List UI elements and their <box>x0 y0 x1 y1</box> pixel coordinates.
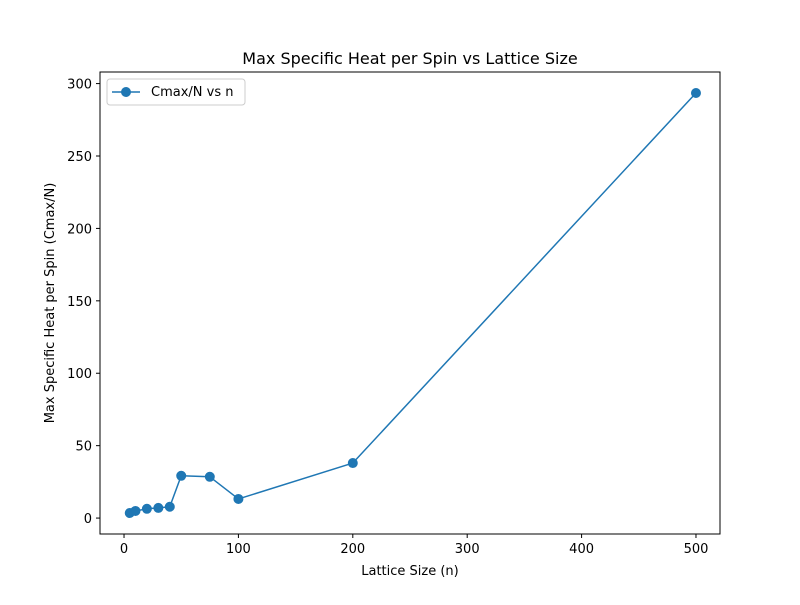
x-tick-label: 0 <box>120 542 128 557</box>
data-point <box>347 458 358 469</box>
y-tick-label: 50 <box>75 440 92 455</box>
y-tick-label: 250 <box>67 150 92 165</box>
legend: Cmax/N vs n <box>106 78 246 106</box>
x-tick-label: 200 <box>340 542 365 557</box>
legend-label: Cmax/N vs n <box>151 85 233 100</box>
legend-marker-swatch <box>121 87 131 97</box>
data-point <box>204 471 215 482</box>
x-tick-label: 300 <box>455 542 480 557</box>
x-axis-label: Lattice Size (n) <box>361 564 459 579</box>
data-point <box>164 501 175 512</box>
y-tick-label: 200 <box>67 222 92 237</box>
x-tick-label: 100 <box>226 542 251 557</box>
chart-title: Max Specific Heat per Spin vs Lattice Si… <box>242 49 577 68</box>
x-tick-label: 400 <box>569 542 594 557</box>
series-line <box>129 92 697 514</box>
data-point <box>141 503 152 514</box>
data-point <box>233 493 244 504</box>
data-point <box>176 470 187 481</box>
tick-group: 0 100 200 300 400 500 0 50 100 150 200 250 300 <box>67 78 708 557</box>
plot-area <box>124 88 701 518</box>
y-tick-label: 100 <box>67 367 92 382</box>
data-point <box>690 88 701 98</box>
y-tick-label: 300 <box>67 78 92 93</box>
axes-frame <box>99 71 721 535</box>
y-axis-label: Max Specific Heat per Spin (Cmax/N) <box>43 183 58 424</box>
data-point <box>153 502 164 513</box>
y-tick-label: 150 <box>67 295 92 310</box>
legend-box <box>106 78 246 106</box>
y-tick-label: 0 <box>84 512 92 527</box>
x-tick-label: 500 <box>684 542 709 557</box>
data-point <box>130 505 141 516</box>
